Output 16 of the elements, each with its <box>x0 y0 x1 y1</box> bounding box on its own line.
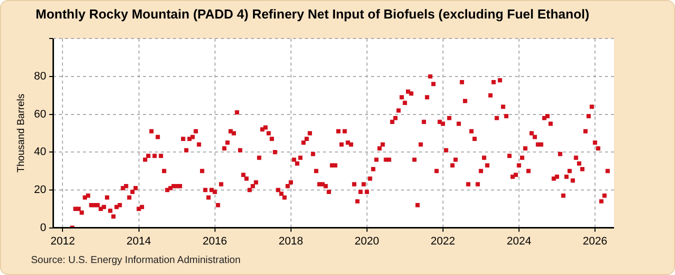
y-tick-label: 60 <box>34 108 46 120</box>
x-tick-label: 2022 <box>430 235 456 248</box>
x-tick-label: 2014 <box>126 235 152 248</box>
y-tick-label: 0 <box>40 222 46 234</box>
y-axis-title: Thousand Barrels <box>16 94 27 173</box>
x-tick-label: 2020 <box>354 235 380 248</box>
y-tick-label: 40 <box>34 146 46 158</box>
x-tick-label: 2016 <box>202 235 228 248</box>
x-tick-label: 2026 <box>582 235 608 248</box>
chart-title: Monthly Rocky Mountain (PADD 4) Refinery Net Input of Biofuels (excluding Fuel Ethanol) <box>36 6 590 22</box>
x-tick-label: 2018 <box>278 235 304 248</box>
x-tick-label: 2012 <box>50 235 75 248</box>
y-tick-label: 20 <box>34 184 46 196</box>
x-tick-label: 2024 <box>506 235 532 248</box>
source-note: Source: U.S. Energy Information Administration <box>31 255 241 266</box>
y-tick-label: 80 <box>34 70 46 82</box>
